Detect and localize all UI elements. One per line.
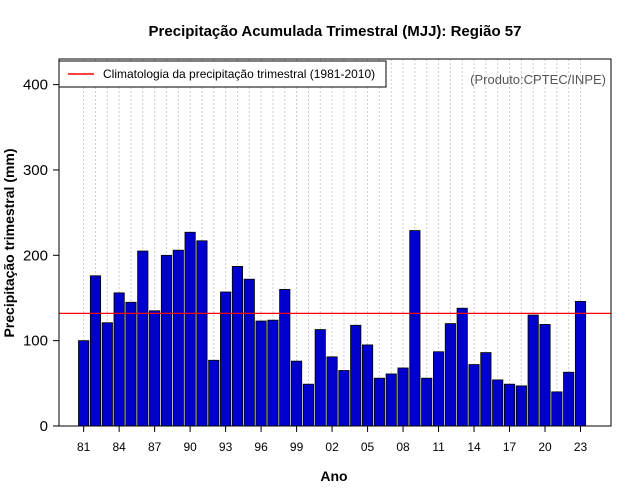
bar-1983 [101,322,113,427]
bar-2022 [563,371,575,427]
x-axis-title: Ano [320,468,347,484]
bar-1985 [125,301,137,427]
y-tick-label: 0 [40,418,48,435]
x-tick-label: 17 [503,440,517,454]
bar-2002 [326,356,338,427]
bar-2023 [574,300,587,427]
chart-title: Precipitação Acumulada Trimestral (MJJ):… [149,23,522,40]
bar-2013 [456,307,468,427]
bar-2007 [385,373,397,427]
bar-2006 [373,377,385,427]
x-tick-label: 23 [574,440,588,454]
bar-2020 [539,324,551,427]
x-tick-label: 87 [148,440,162,454]
bar-2015 [480,352,492,427]
bar-1993 [220,291,232,427]
x-tick-label: 84 [112,440,126,454]
bar-1994 [231,265,243,427]
bar-1997 [267,319,279,427]
bar-1999 [291,360,303,427]
bar-2016 [492,379,504,427]
x-tick-label: 02 [325,440,339,454]
x-tick-label: 20 [538,440,552,454]
x-tick-label: 96 [254,440,268,454]
bar-1992 [208,359,220,427]
x-tick-label: 90 [183,440,197,454]
bar-1981 [78,340,90,427]
bar-2017 [503,383,516,427]
y-tick-label: 400 [23,77,48,94]
bar-2005 [362,344,374,427]
bar-2021 [551,391,563,427]
bar-2000 [302,383,314,427]
bar-1987 [149,310,161,427]
legend-box [58,60,387,88]
bar-2009 [409,230,421,427]
bar-1982 [89,275,102,427]
bar-1989 [172,249,184,427]
bar-2019 [527,314,539,427]
bar-2001 [314,329,326,427]
bar-2014 [468,364,480,427]
bar-2011 [432,351,445,427]
bar-2012 [444,323,456,427]
bar-2018 [515,385,527,427]
y-axis: 0 100 200 300 400 [23,77,60,435]
y-tick-label: 100 [23,333,48,350]
x-tick-label: 11 [432,440,445,454]
bar-1986 [137,250,149,427]
bar-1995 [243,278,255,427]
bar-2003 [338,370,350,427]
bars [78,230,587,427]
bar-2010 [421,377,433,427]
y-axis-title: Precipitação trimestral (mm) [1,148,17,337]
x-tick-label: 05 [361,440,375,454]
legend: Climatologia da precipitação trimestral … [58,60,387,88]
y-tick-label: 300 [23,162,48,179]
bar-1991 [196,240,208,427]
legend-label: Climatologia da precipitação trimestral … [103,67,375,81]
x-tick-label: 14 [467,440,481,454]
bar-2008 [397,367,409,427]
bar-1998 [279,289,291,427]
y-tick-label: 200 [23,247,48,264]
x-tick-label: 99 [290,440,304,454]
bar-1996 [255,320,267,427]
bar-2004 [350,324,362,427]
x-tick-label: 08 [396,440,410,454]
x-axis: 81 84 87 90 93 96 99 02 05 08 11 14 17 20 23 [77,426,588,454]
bar-1990 [184,231,196,427]
source-label: (Produto:CPTEC/INPE) [470,72,606,87]
x-tick-label: 81 [77,440,91,454]
x-tick-label: 93 [219,440,233,454]
bar-1988 [160,254,173,427]
